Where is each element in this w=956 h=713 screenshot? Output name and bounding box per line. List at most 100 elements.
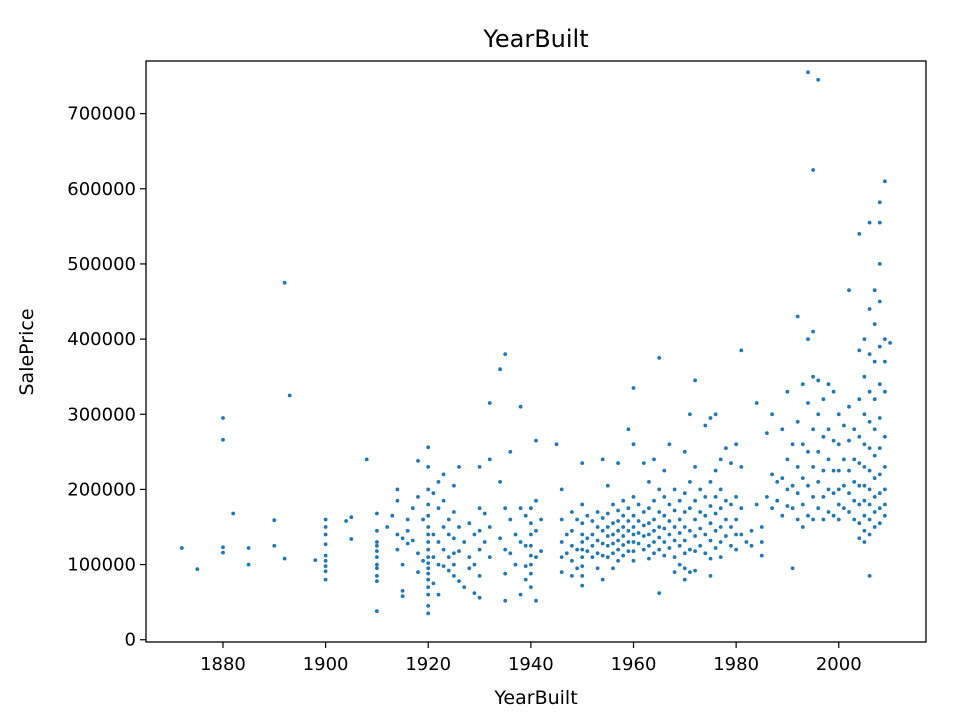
- data-point: [682, 510, 687, 514]
- data-point: [611, 502, 615, 507]
- data-point: [395, 532, 400, 537]
- data-point: [503, 506, 508, 511]
- data-point: [590, 555, 595, 559]
- data-point: [611, 532, 615, 537]
- data-point: [513, 532, 518, 537]
- data-point: [421, 558, 425, 563]
- data-point: [780, 427, 785, 432]
- data-point: [559, 570, 564, 574]
- data-point: [677, 498, 682, 503]
- data-point: [795, 491, 800, 496]
- data-point: [842, 506, 846, 511]
- data-point: [518, 506, 523, 511]
- data-point: [559, 555, 564, 559]
- data-point: [605, 534, 610, 538]
- data-point: [400, 536, 405, 541]
- data-point: [852, 480, 857, 484]
- data-point: [729, 461, 733, 465]
- data-point: [503, 352, 508, 356]
- data-point: [375, 609, 379, 614]
- data-point: [867, 487, 872, 492]
- data-point: [421, 517, 425, 522]
- data-point: [703, 423, 708, 428]
- data-point: [847, 491, 851, 496]
- data-point: [647, 543, 651, 548]
- data-point: [585, 536, 590, 541]
- data-point: [693, 534, 697, 538]
- data-point: [534, 498, 538, 503]
- data-point: [770, 412, 774, 417]
- data-point: [487, 525, 492, 529]
- data-point: [806, 401, 810, 405]
- data-point: [713, 495, 718, 499]
- data-point: [431, 491, 436, 496]
- data-point: [585, 513, 590, 518]
- data-point: [821, 517, 826, 522]
- data-point: [221, 437, 225, 442]
- y-tick-label: 200000: [67, 479, 136, 500]
- data-point: [790, 506, 795, 511]
- data-point: [877, 416, 882, 420]
- data-point: [872, 510, 877, 514]
- data-point: [616, 519, 620, 523]
- data-point: [867, 220, 872, 225]
- data-point: [559, 540, 564, 544]
- data-point: [595, 538, 600, 543]
- data-point: [611, 566, 615, 571]
- data-point: [529, 506, 533, 511]
- data-point: [857, 348, 862, 353]
- data-point: [806, 449, 810, 454]
- data-point: [790, 483, 795, 488]
- data-point: [426, 502, 431, 507]
- data-point: [375, 562, 379, 567]
- data-point: [662, 495, 667, 499]
- data-point: [765, 431, 769, 435]
- data-point: [693, 498, 697, 503]
- data-point: [647, 556, 651, 561]
- data-point: [682, 449, 687, 454]
- data-point: [652, 551, 656, 556]
- data-point: [518, 592, 523, 597]
- data-point: [862, 483, 867, 488]
- data-point: [698, 543, 703, 548]
- data-point: [426, 577, 431, 582]
- data-point: [272, 518, 277, 523]
- data-point: [529, 532, 533, 537]
- data-point: [523, 577, 528, 582]
- data-point: [616, 547, 620, 552]
- data-point: [698, 510, 703, 514]
- data-point: [744, 540, 749, 544]
- data-point: [590, 519, 595, 523]
- x-tick-label: 1960: [611, 654, 657, 675]
- data-point: [482, 511, 487, 516]
- data-point: [272, 543, 277, 548]
- y-axis-ticks: 0 100000 200000 300000 400000 500000 600000 700…: [67, 104, 146, 651]
- data-point: [626, 549, 631, 553]
- data-point: [877, 220, 882, 225]
- data-point: [580, 547, 585, 552]
- data-point: [718, 506, 723, 511]
- data-point: [883, 337, 887, 341]
- data-point: [405, 528, 410, 533]
- data-point: [826, 510, 831, 514]
- data-point: [647, 480, 651, 484]
- data-point: [426, 547, 431, 552]
- data-point: [698, 487, 703, 492]
- x-tick-label: 1980: [713, 654, 759, 675]
- data-point: [800, 502, 805, 507]
- data-point: [739, 506, 744, 511]
- data-point: [862, 374, 867, 379]
- data-point: [626, 506, 631, 511]
- data-point: [534, 555, 538, 559]
- data-point: [498, 367, 502, 372]
- data-point: [436, 592, 441, 597]
- data-point: [441, 525, 446, 529]
- data-point: [682, 538, 687, 543]
- data-point: [410, 506, 415, 511]
- data-point: [621, 513, 626, 518]
- data-point: [482, 540, 487, 544]
- data-point: [785, 457, 790, 462]
- data-point: [641, 534, 646, 538]
- data-point: [883, 465, 887, 469]
